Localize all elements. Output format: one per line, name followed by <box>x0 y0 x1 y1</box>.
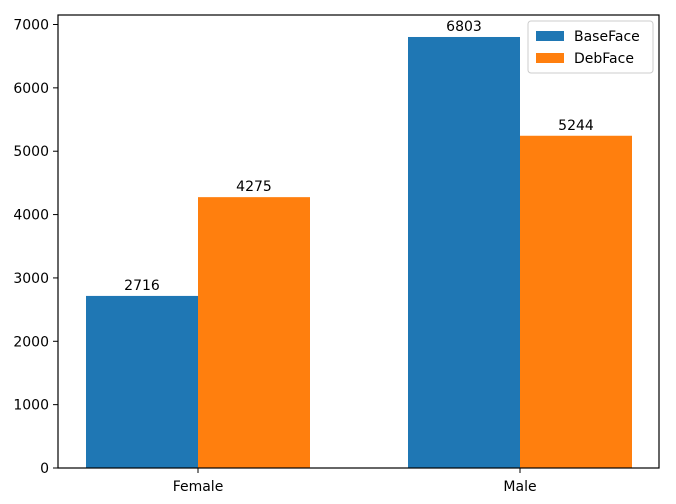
y-tick-label: 6000 <box>13 81 49 97</box>
plot-frame <box>57 14 660 469</box>
data-label-baseface-female: 2716 <box>124 278 160 294</box>
y-tick-label: 0 <box>40 461 49 477</box>
legend-swatch-baseface <box>536 31 564 41</box>
legend-label-baseface: BaseFace <box>574 29 640 45</box>
legend-swatch-debface <box>536 53 564 63</box>
bar-baseface-female <box>86 295 198 468</box>
data-label-debface-female: 4275 <box>236 179 272 195</box>
bar-debface-male <box>520 135 632 469</box>
data-label-baseface-male: 6803 <box>446 19 482 35</box>
bar-baseface-male <box>408 36 520 469</box>
y-axis: 0 1000 2000 3000 4000 5000 6000 7000 <box>13 18 58 477</box>
x-tick-label-female: Female <box>173 479 224 495</box>
data-label-debface-male: 5244 <box>558 118 594 134</box>
y-tick-label: 3000 <box>13 271 49 287</box>
data-labels-group: 2716 6803 4275 5244 <box>124 19 594 294</box>
y-tick-label: 7000 <box>13 18 49 34</box>
y-tick-label: 4000 <box>13 208 49 224</box>
x-tick-label-male: Male <box>503 479 536 495</box>
bar-debface-female <box>198 197 310 469</box>
y-tick-label: 2000 <box>13 334 49 350</box>
bars-group <box>86 36 632 469</box>
x-axis: Female Male <box>173 468 537 495</box>
y-tick-label: 5000 <box>13 144 49 160</box>
y-tick-label: 1000 <box>13 398 49 414</box>
legend: BaseFace DebFace <box>527 20 654 74</box>
legend-label-debface: DebFace <box>574 51 634 67</box>
